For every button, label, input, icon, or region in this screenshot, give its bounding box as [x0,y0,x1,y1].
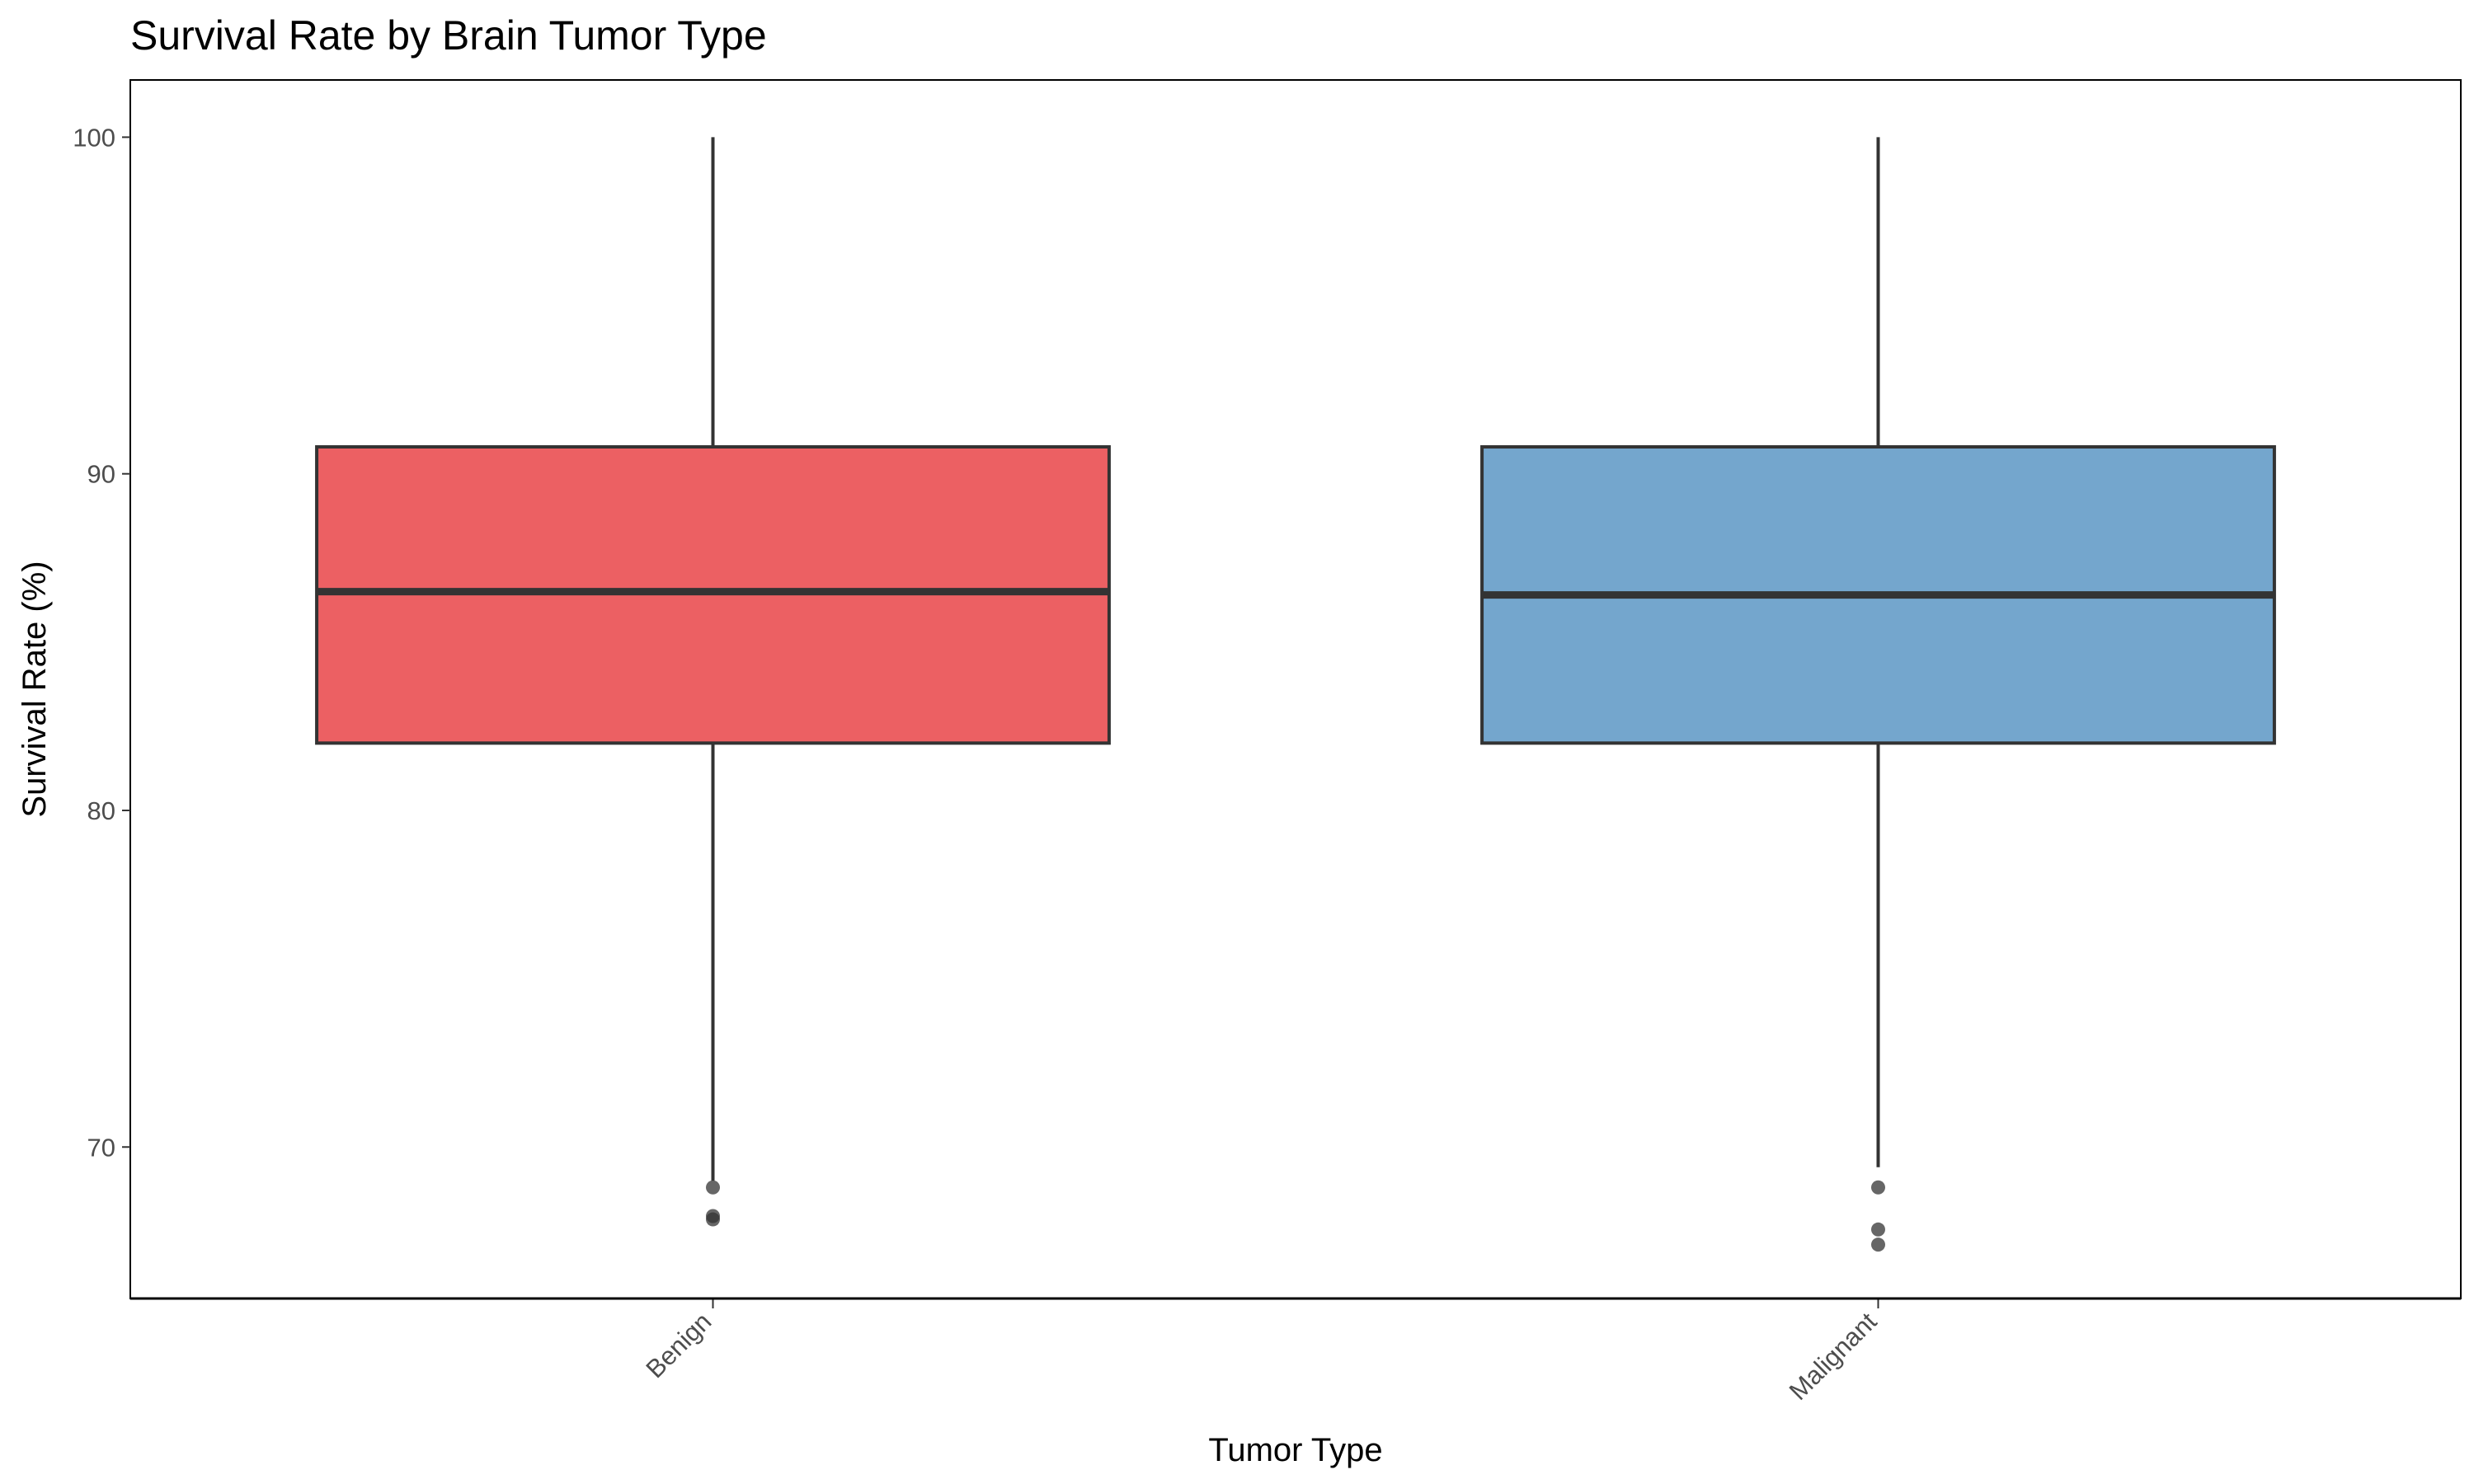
x-axis: Benign Malignant [640,1298,1883,1406]
outlier-point [1871,1222,1885,1237]
x-tick-label: Malignant [1784,1307,1883,1406]
y-tick-label: 90 [87,460,115,489]
y-tick-label: 100 [73,123,115,152]
x-axis-title: Tumor Type [1208,1432,1382,1468]
y-axis-title: Survival Rate (%) [16,561,53,817]
chart-title: Survival Rate by Brain Tumor Type [130,12,767,59]
y-axis: 70 80 90 100 [73,123,130,1162]
outlier-point [706,1180,720,1195]
outlier-point [706,1212,720,1227]
y-tick-label: 70 [87,1133,115,1162]
box-malignant [1480,137,2276,1252]
x-tick-label: Benign [640,1307,717,1383]
y-tick-label: 80 [87,796,115,825]
outlier-point [1871,1237,1885,1252]
chart-marks [315,137,2276,1252]
box-benign [315,137,1111,1227]
outlier-point [1871,1180,1885,1195]
